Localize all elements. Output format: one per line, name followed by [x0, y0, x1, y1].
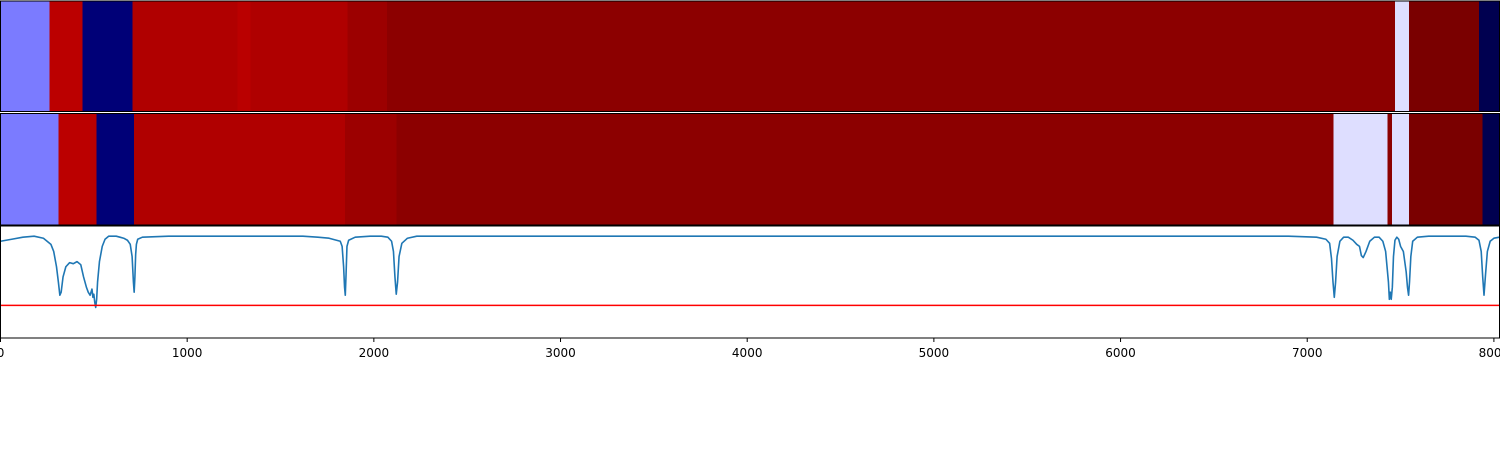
heatmap-cell-1-3 — [82, 1, 134, 112]
x-tick-label: 8000 — [1479, 346, 1500, 360]
heatmap-cell-2-4 — [133, 113, 346, 225]
heatmap-cell-1-5 — [237, 1, 252, 112]
x-tick-label: 5000 — [919, 346, 950, 360]
x-tick-label: 0 — [0, 346, 4, 360]
heatmap-cell-2-2 — [58, 113, 97, 225]
heatmap-cell-1-2 — [49, 1, 84, 112]
heatmap-cell-1-4 — [132, 1, 238, 112]
line-panel-background — [0, 226, 1500, 338]
heatmap-cell-1-6 — [250, 1, 349, 112]
line-series-group — [0, 235, 1500, 309]
x-tick-label: 2000 — [359, 346, 390, 360]
spectrum-line — [0, 235, 1500, 309]
x-axis: 0 1000 2000 3000 4000 5000 6000 7000 8000 — [0, 338, 1500, 360]
x-tick-label: 1000 — [172, 346, 203, 360]
heatmap-cell-2-8 — [1387, 113, 1393, 225]
x-tick-label: 6000 — [1105, 346, 1136, 360]
heatmap-cell-1-9 — [1394, 1, 1410, 112]
x-tick-label: 7000 — [1292, 346, 1323, 360]
heatmap-cell-1-10 — [1408, 1, 1480, 112]
heatmap-cell-2-3 — [96, 113, 135, 225]
heatmap-cell-1-7 — [347, 1, 388, 112]
x-tick-label: 4000 — [732, 346, 763, 360]
heatmap-cell-1-11 — [1478, 1, 1500, 112]
heatmap-cell-2-1 — [0, 113, 60, 225]
heatmap-row-1 — [0, 0, 1500, 112]
heatmap-panels — [0, 0, 1500, 226]
heatmap-cell-2-9 — [1392, 113, 1410, 225]
heatmap-cell-2-7 — [1333, 113, 1388, 225]
heatmap-row-2 — [0, 113, 1500, 226]
heatmap-cell-1-8 — [386, 1, 1396, 112]
heatmap-cell-2-5 — [344, 113, 397, 225]
line-panel — [0, 225, 1500, 339]
heatmap-cell-2-6 — [396, 113, 1334, 225]
x-tick-label: 3000 — [545, 346, 576, 360]
heatmap-cell-2-10 — [1408, 113, 1484, 225]
heatmap-cell-1-1 — [0, 1, 50, 112]
heatmap-cell-2-11 — [1482, 113, 1500, 225]
